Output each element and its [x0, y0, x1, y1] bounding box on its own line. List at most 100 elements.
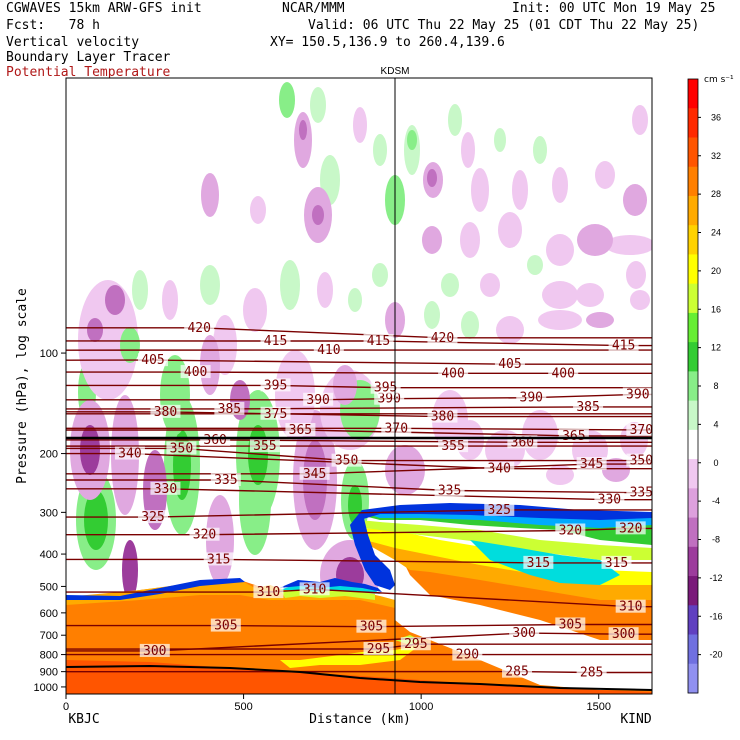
colorbar-label: 4	[713, 419, 718, 429]
potential-temperature-labels: 285 285 290 295 295 300 300 300 305 305 305 310 310 3…	[114, 320, 657, 680]
colorbar-label: -8	[712, 535, 720, 545]
contour-label-bg	[203, 552, 234, 566]
contour-label: 385	[576, 400, 599, 415]
colorbar-swatch	[688, 137, 698, 168]
y-tick-label: 500	[40, 581, 58, 593]
contour-label: 315	[207, 552, 230, 567]
contour-label: 295	[404, 637, 427, 652]
contour-label: 320	[193, 528, 216, 543]
colorbar-swatch	[688, 225, 698, 255]
y-tick-label: 300	[40, 507, 58, 519]
contour-label-bg	[260, 333, 291, 347]
contour-label: 400	[441, 366, 464, 381]
contour-label: 375	[264, 407, 287, 422]
contour-label-bg	[608, 338, 639, 352]
contour-label-bg	[548, 366, 579, 380]
colorbar-label: -16	[709, 611, 722, 621]
y-tick-label: 400	[40, 549, 58, 561]
contour-label: 420	[431, 331, 454, 346]
contour-label: 415	[612, 339, 635, 354]
contour-label: 410	[317, 343, 340, 358]
theta-contour-395	[66, 384, 652, 389]
y-axis-ticks: 100 200 300 400 500 600 700 800 900 1000	[34, 348, 66, 694]
contour-label: 335	[214, 473, 237, 488]
contour-label-bg	[260, 378, 291, 392]
contour-label: 390	[306, 393, 329, 408]
left-station-label: KBJC	[68, 712, 99, 727]
contour-label: 370	[385, 421, 408, 436]
contour-label: 325	[141, 510, 164, 525]
theta-contour-385	[66, 406, 652, 410]
colorbar-label: 0	[713, 458, 718, 468]
colorbar-swatch	[688, 79, 698, 109]
colorbar-swatch	[688, 605, 698, 636]
field-potential-temperature: Potential Temperature	[6, 65, 171, 80]
y-tick-label: 200	[40, 449, 58, 461]
contour-label: 365	[289, 423, 312, 438]
colorbar-swatch	[688, 546, 698, 577]
contour-label-bg	[200, 432, 231, 446]
contour-label: 300	[612, 627, 635, 642]
contour-label-bg	[523, 555, 554, 569]
contour-label-bg	[150, 404, 181, 418]
contour-label: 295	[367, 642, 390, 657]
colorbar-swatch	[688, 459, 698, 489]
contour-label: 385	[218, 402, 241, 417]
y-tick-label: 600	[40, 608, 58, 620]
contour-label-bg	[331, 453, 362, 467]
x-tick-label: 500	[234, 701, 252, 713]
contour-label-bg	[166, 441, 197, 455]
contour-label-bg	[139, 643, 170, 657]
contour-label-bg	[180, 365, 211, 379]
contour-label-bg	[356, 619, 387, 633]
contour-label: 400	[551, 366, 574, 381]
contour-label-bg	[626, 485, 657, 499]
colorbar-swatch	[688, 195, 698, 226]
colorbar-label: 8	[713, 381, 718, 391]
theta-contour-345	[66, 463, 652, 475]
contour-label: 310	[257, 585, 280, 600]
contour-label-bg	[253, 585, 284, 599]
contour-label-bg	[509, 626, 540, 640]
y-tick-label: 700	[40, 630, 58, 642]
colorbar-unit: cm s⁻¹	[704, 75, 734, 85]
contour-label: 310	[619, 600, 642, 615]
contour-label: 285	[580, 665, 603, 680]
colorbar-label: 12	[711, 343, 721, 353]
colorbar-label: -20	[709, 650, 722, 660]
contour-label-bg	[260, 406, 291, 420]
colorbar-label: 36	[711, 112, 721, 122]
contour-label-bg	[370, 380, 401, 394]
model-title: CGWAVES 15km ARW-GFS init	[6, 1, 202, 16]
colorbar-label: 24	[711, 228, 721, 238]
theta-contour-330	[66, 488, 652, 501]
theta-contour-365	[66, 429, 652, 437]
contour-label: 360	[203, 433, 226, 448]
colorbar-swatch	[688, 576, 698, 606]
colorbar-swatch	[688, 108, 698, 138]
contour-label: 365	[562, 429, 585, 444]
station-marker-label: KDSM	[381, 66, 410, 77]
contour-label: 345	[580, 457, 603, 472]
contour-label: 320	[619, 521, 642, 536]
contour-label-bg	[516, 390, 547, 404]
contour-label: 400	[184, 365, 207, 380]
valid-time: Valid: 06 UTC Thu 22 May 25 (01 CDT Thu …	[308, 18, 700, 33]
field-boundary-layer-tracer: Boundary Layer Tracer	[6, 50, 171, 65]
y-tick-label: 1000	[34, 682, 58, 694]
contour-label-bg	[434, 483, 465, 497]
contour-label: 405	[498, 357, 521, 372]
contour-label-bg	[452, 647, 483, 661]
contour-label: 380	[154, 405, 177, 420]
contour-label-bg	[615, 599, 646, 613]
x-tick-label: 1000	[409, 701, 433, 713]
y-axis-title: Pressure (hPa), log scale	[15, 288, 30, 484]
colorbar-label: -12	[709, 573, 722, 583]
colorbar: 36 32 28 24 20 16 12 8 4 0 -4 -8 -12 -16 -20	[687, 78, 723, 694]
contour-label: 415	[264, 334, 287, 349]
contour-label-bg	[438, 366, 469, 380]
right-station-label: KIND	[620, 712, 651, 727]
theta-contour-380	[66, 411, 652, 418]
contour-label: 420	[187, 321, 210, 336]
